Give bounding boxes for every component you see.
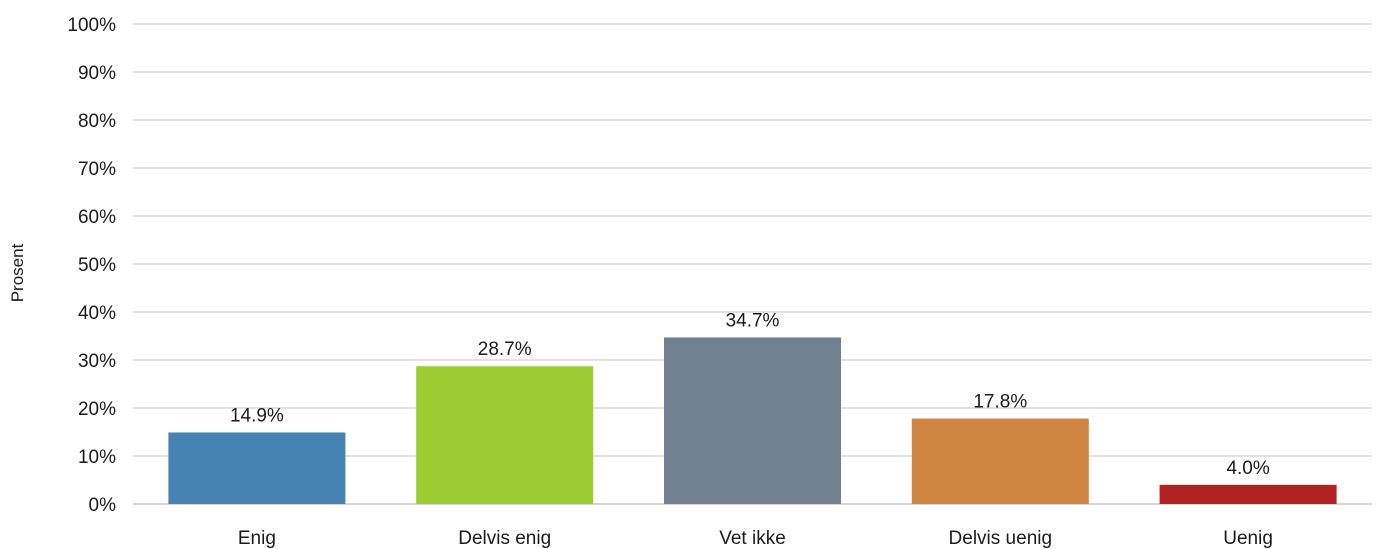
data-labels: 14.9% 28.7% 34.7% 17.8% 4.0%	[230, 310, 1270, 478]
y-tick-label: 0%	[89, 495, 117, 516]
data-label: 4.0%	[1226, 458, 1269, 479]
y-tick-label: 80%	[78, 111, 116, 132]
x-category-label: Delvis uenig	[949, 528, 1053, 549]
data-label: 17.8%	[973, 392, 1027, 413]
bar	[911, 418, 1089, 504]
x-category-label: Delvis enig	[458, 528, 551, 549]
y-axis-ticks: 0% 10% 20% 30% 40% 50% 60% 70% 80% 90% 100%	[67, 15, 116, 516]
x-category-label: Enig	[238, 528, 276, 549]
y-tick-label: 30%	[78, 351, 116, 372]
y-tick-label: 60%	[78, 207, 116, 228]
data-label: 28.7%	[478, 339, 532, 360]
bar	[1159, 484, 1337, 504]
x-axis-categories: Enig Delvis enig Vet ikke Delvis uenig Uenig	[238, 528, 1273, 549]
y-axis-label: Prosent	[8, 243, 27, 302]
bar	[416, 366, 594, 504]
y-tick-label: 90%	[78, 63, 116, 84]
data-label: 14.9%	[230, 405, 284, 426]
bars	[168, 337, 1337, 504]
bar	[168, 432, 346, 504]
y-tick-label: 70%	[78, 159, 116, 180]
bar	[664, 337, 841, 504]
y-tick-label: 20%	[78, 399, 116, 420]
x-category-label: Uenig	[1223, 528, 1273, 549]
y-tick-label: 10%	[78, 447, 116, 468]
y-tick-label: 50%	[78, 255, 116, 276]
x-category-label: Vet ikke	[719, 528, 786, 549]
y-tick-label: 40%	[78, 303, 116, 324]
data-label: 34.7%	[726, 310, 780, 331]
y-tick-label: 100%	[67, 15, 116, 36]
